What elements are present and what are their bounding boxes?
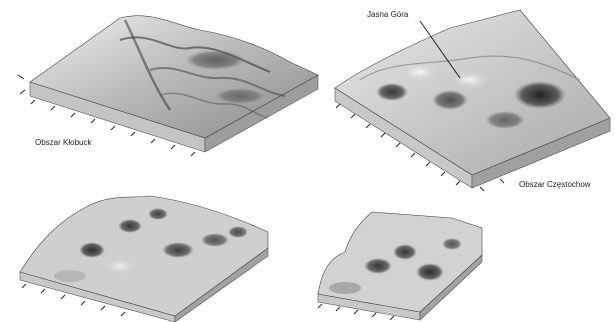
terrain-block-bottom-left xyxy=(19,195,269,322)
label-jasna-gora: Jasna Góra xyxy=(367,10,409,19)
terrain-block-czestochowa xyxy=(334,9,611,192)
terrain-block-klobuck xyxy=(17,15,319,157)
label-obszar-czestochowa: Obszar Częstochow xyxy=(519,180,591,189)
terrain-block-bottom-right xyxy=(317,211,483,321)
label-obszar-klobuck: Obszar Kłobuck xyxy=(35,138,92,147)
